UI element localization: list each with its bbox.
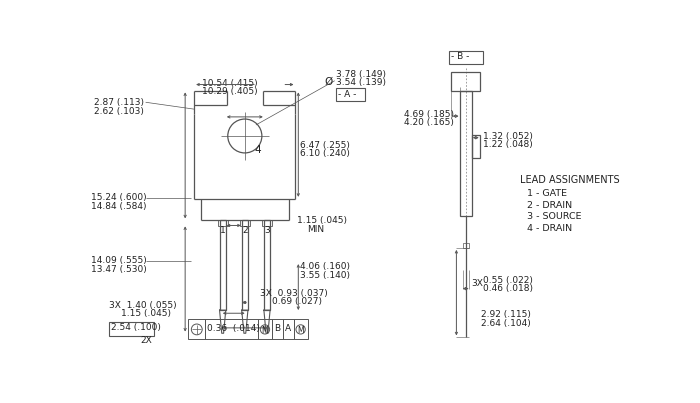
Bar: [272, 320, 283, 339]
Text: 1.15 (.045): 1.15 (.045): [297, 216, 346, 225]
Bar: [241, 220, 248, 310]
Bar: [283, 320, 294, 339]
Text: - A -: - A -: [338, 90, 356, 99]
Bar: [264, 220, 270, 310]
Bar: [240, 220, 250, 226]
Text: 1 - GATE: 1 - GATE: [527, 189, 567, 198]
Text: 0.55 (.022): 0.55 (.022): [483, 276, 533, 285]
Bar: [205, 320, 258, 339]
Bar: [220, 220, 226, 310]
Bar: [294, 320, 307, 339]
Text: 4.69 (.185): 4.69 (.185): [404, 110, 454, 119]
Bar: [188, 320, 205, 339]
Text: 1: 1: [220, 226, 226, 235]
Bar: [109, 322, 154, 336]
Text: 10.29 (.405): 10.29 (.405): [202, 87, 258, 96]
Text: 4: 4: [254, 145, 260, 155]
Text: 14.09 (.555): 14.09 (.555): [90, 256, 146, 265]
Text: 2.62 (.103): 2.62 (.103): [94, 107, 144, 116]
Text: 2.92 (.115): 2.92 (.115): [481, 310, 531, 319]
Text: 4 - DRAIN: 4 - DRAIN: [527, 224, 572, 233]
Bar: [451, 72, 480, 91]
Text: 1.15 (.045): 1.15 (.045): [121, 310, 171, 318]
Bar: [449, 51, 483, 64]
Text: 3.54 (.139): 3.54 (.139): [335, 79, 386, 87]
Text: 13.47 (.530): 13.47 (.530): [90, 265, 146, 274]
Text: A: A: [285, 324, 291, 333]
Bar: [472, 135, 480, 158]
Text: MIN: MIN: [307, 225, 324, 234]
Text: 14.84 (.584): 14.84 (.584): [90, 202, 146, 211]
Text: 2.87 (.113): 2.87 (.113): [94, 98, 144, 108]
Text: B: B: [274, 324, 281, 333]
Text: 1.22 (.048): 1.22 (.048): [483, 140, 533, 149]
Bar: [218, 220, 228, 226]
Text: M: M: [262, 326, 268, 335]
Bar: [335, 88, 365, 102]
Bar: [463, 243, 469, 248]
Text: 6.47 (.255): 6.47 (.255): [300, 141, 350, 150]
Text: 4.20 (.165): 4.20 (.165): [404, 118, 454, 127]
Text: Ø: Ø: [325, 77, 333, 87]
Text: 6.10 (.240): 6.10 (.240): [300, 149, 350, 158]
Text: LEAD ASSIGNMENTS: LEAD ASSIGNMENTS: [520, 175, 620, 185]
Text: 3X  0.93 (.037): 3X 0.93 (.037): [260, 289, 328, 297]
Text: 2.64 (.104): 2.64 (.104): [481, 319, 531, 328]
Bar: [262, 220, 272, 226]
Text: 15.24 (.600): 15.24 (.600): [90, 193, 146, 202]
Text: 0.36  (.014): 0.36 (.014): [207, 324, 260, 333]
Text: - B -: - B -: [451, 52, 469, 61]
Text: 0.69 (.027): 0.69 (.027): [272, 297, 322, 306]
Text: 1.32 (.052): 1.32 (.052): [483, 131, 533, 141]
Text: 10.54 (.415): 10.54 (.415): [202, 79, 258, 88]
Text: 2: 2: [242, 226, 248, 235]
Text: 3X  1.40 (.055): 3X 1.40 (.055): [109, 301, 177, 310]
Text: 4.06 (.160): 4.06 (.160): [300, 262, 350, 271]
Text: 2 - DRAIN: 2 - DRAIN: [527, 201, 572, 210]
Text: 3.55 (.140): 3.55 (.140): [300, 271, 350, 280]
Text: 0.46 (.018): 0.46 (.018): [483, 284, 533, 293]
Text: M: M: [298, 326, 304, 335]
Text: 3: 3: [265, 226, 270, 235]
Text: 2X: 2X: [140, 337, 152, 345]
Text: 3 - SOURCE: 3 - SOURCE: [527, 212, 582, 221]
Text: 3.78 (.149): 3.78 (.149): [335, 70, 386, 79]
Bar: [459, 91, 472, 216]
Bar: [258, 320, 272, 339]
Text: 3X: 3X: [471, 279, 483, 289]
Text: 2.54 (.100): 2.54 (.100): [111, 323, 160, 332]
